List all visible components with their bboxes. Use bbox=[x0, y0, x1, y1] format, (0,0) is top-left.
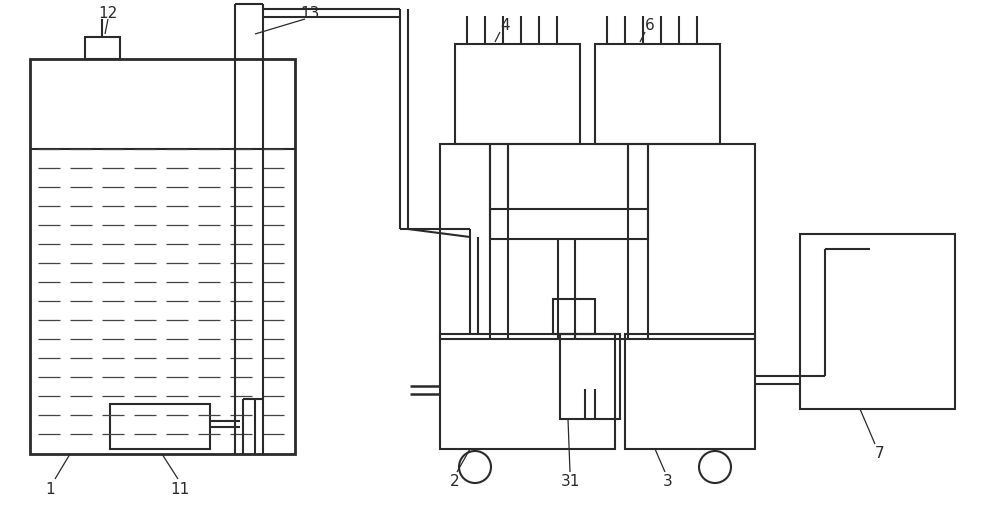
Text: 1: 1 bbox=[45, 482, 55, 497]
Text: 4: 4 bbox=[500, 18, 510, 34]
Bar bbox=[85, 37, 120, 59]
Text: 31: 31 bbox=[560, 475, 580, 489]
Bar bbox=[800, 234, 955, 409]
Bar bbox=[110, 404, 210, 449]
Bar bbox=[455, 44, 580, 144]
Text: 12: 12 bbox=[98, 6, 118, 21]
Bar bbox=[625, 334, 755, 449]
Text: 2: 2 bbox=[450, 475, 460, 489]
Bar bbox=[30, 59, 295, 454]
Text: 13: 13 bbox=[300, 6, 320, 21]
Bar bbox=[595, 44, 720, 144]
Text: 3: 3 bbox=[663, 475, 673, 489]
Text: 7: 7 bbox=[875, 446, 885, 462]
Bar bbox=[560, 334, 620, 419]
Text: 6: 6 bbox=[645, 18, 655, 34]
Text: 11: 11 bbox=[170, 482, 190, 497]
Bar bbox=[440, 144, 755, 339]
Bar bbox=[553, 299, 595, 334]
Bar bbox=[440, 334, 615, 449]
